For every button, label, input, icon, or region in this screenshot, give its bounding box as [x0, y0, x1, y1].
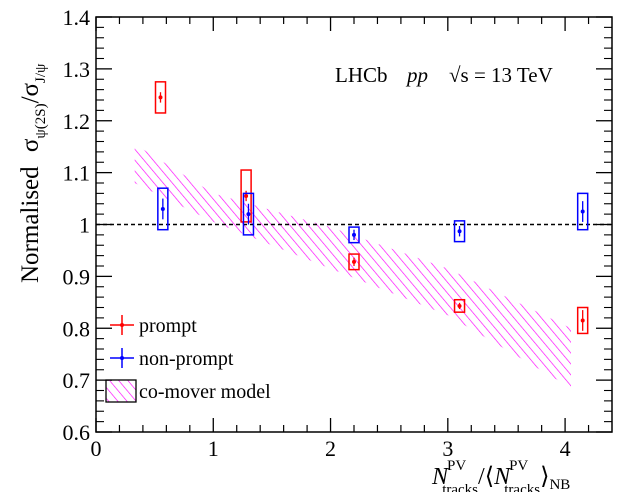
- data-point-prompt: [453, 298, 466, 313]
- sys-error-box: [453, 220, 466, 243]
- point-marker: [160, 206, 165, 211]
- legend-marker-prompt: [110, 315, 134, 335]
- y-tick-label: 1.3: [63, 57, 91, 82]
- ylabel-sub1: ψ(2S): [33, 103, 49, 138]
- ylabel-sub2: J/ψ: [33, 63, 49, 83]
- legend-label-band: co-mover model: [139, 381, 271, 403]
- y-tick-label: 0.9: [63, 264, 91, 289]
- ylabel-sep: /: [17, 96, 44, 103]
- annotation-energy: √s = 13 TeV: [449, 63, 553, 87]
- sys-error-box: [157, 187, 169, 231]
- legend-marker-band: [105, 379, 137, 403]
- legend-marker-non-prompt: [110, 348, 134, 368]
- sys-error-box: [453, 298, 466, 313]
- data-point-non-prompt: [157, 187, 169, 231]
- y-tick-label: 0.6: [63, 420, 91, 445]
- legend-label-prompt: prompt: [139, 315, 197, 337]
- data-point-non-prompt: [242, 192, 255, 236]
- sys-error-box: [154, 81, 167, 114]
- legend-label-non-prompt: non-prompt: [139, 348, 234, 370]
- y-tick-label: 1: [79, 213, 90, 238]
- point-marker: [457, 303, 462, 308]
- data-point-prompt: [348, 253, 360, 271]
- point-marker: [244, 193, 249, 198]
- sys-error-box: [348, 226, 360, 244]
- data-point-prompt: [240, 169, 252, 223]
- annotation-experiment: LHCb: [335, 63, 388, 87]
- data-point-prompt: [154, 81, 167, 114]
- data-points: [154, 81, 589, 335]
- point-marker: [158, 95, 163, 100]
- ylabel-sigma1: σ: [17, 138, 44, 152]
- ylabel-prefix: Normalised: [17, 166, 44, 283]
- data-point-prompt: [576, 306, 589, 335]
- sys-error-box: [576, 306, 589, 335]
- point-marker: [352, 232, 356, 237]
- x-tick-label: 0: [91, 436, 102, 461]
- sys-error-box: [576, 192, 589, 231]
- y-tick-label: 1.1: [63, 161, 91, 186]
- x-tick-label: 2: [325, 436, 336, 461]
- sys-error-box: [240, 169, 252, 223]
- y-tick-label: 0.7: [63, 368, 91, 393]
- svg-text:Normalised σψ(2S)/σJ/ψ: Normalised σψ(2S)/σJ/ψ: [17, 63, 49, 283]
- x-tick-label: 3: [442, 436, 453, 461]
- point-marker: [580, 209, 585, 214]
- point-marker: [580, 318, 585, 323]
- point-marker: [457, 229, 462, 234]
- x-tick-label: 1: [208, 436, 219, 461]
- data-point-non-prompt: [348, 226, 360, 244]
- annotation-system: pp: [405, 63, 428, 87]
- sys-error-box: [348, 253, 360, 271]
- ylabel-sigma2: σ: [17, 82, 44, 96]
- x-axis-label: NPV tracks/⟨NPV tracks⟩NB: [431, 458, 570, 492]
- y-tick-label: 1.4: [63, 5, 91, 30]
- legend: prompt non-prompt co-mover model: [105, 315, 271, 403]
- y-tick-label: 0.8: [63, 316, 91, 341]
- point-marker: [352, 259, 356, 264]
- point-marker: [246, 212, 251, 217]
- axis-ticks: [95, 16, 612, 433]
- data-point-non-prompt: [453, 220, 466, 243]
- sys-error-box: [242, 192, 255, 236]
- x-tick-label: 4: [560, 436, 571, 461]
- y-axis-label: Normalised σψ(2S)/σJ/ψ: [17, 63, 49, 283]
- data-point-non-prompt: [576, 192, 589, 231]
- y-tick-label: 1.2: [63, 109, 91, 134]
